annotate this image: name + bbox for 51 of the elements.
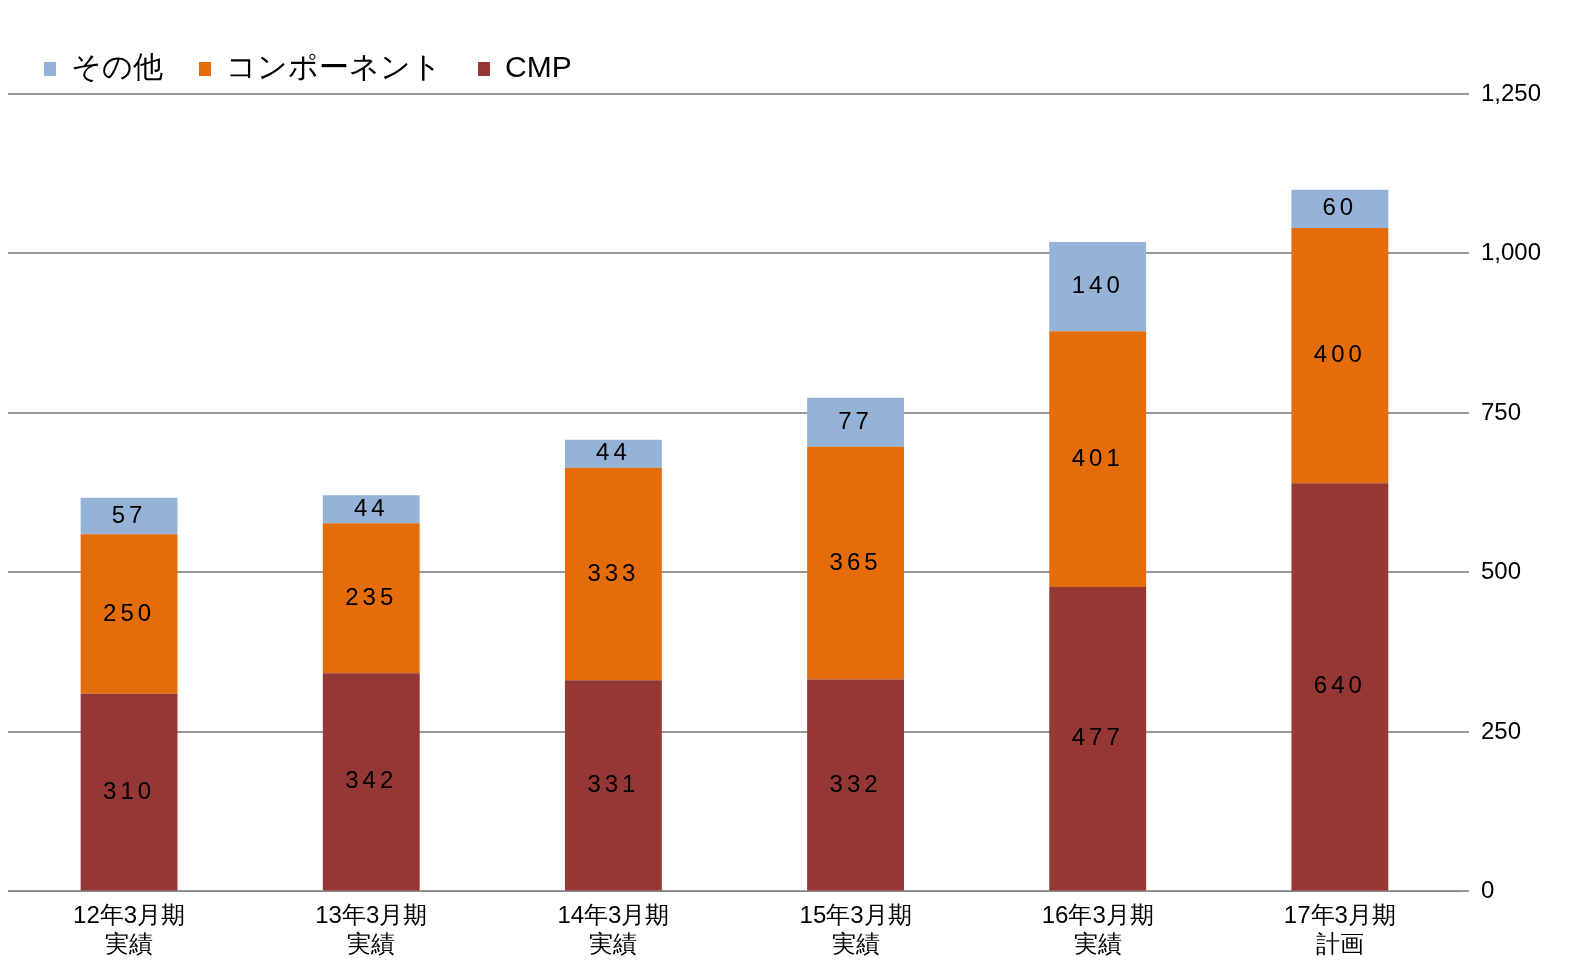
bar xyxy=(1049,587,1147,891)
bar xyxy=(807,679,904,891)
y-tick-label: 250 xyxy=(1480,716,1521,744)
bar xyxy=(322,495,420,524)
x-tick-label: 15年3月期実績 xyxy=(799,901,912,958)
bar xyxy=(322,523,420,674)
data-label: 401 xyxy=(1071,443,1124,471)
legend-label: コンポーネント xyxy=(226,50,442,84)
data-label: 332 xyxy=(829,769,882,797)
bar xyxy=(564,680,662,891)
bar xyxy=(564,467,662,681)
data-label: 400 xyxy=(1313,340,1366,368)
data-label: 365 xyxy=(829,547,882,575)
bar xyxy=(80,693,178,891)
data-label: 60 xyxy=(1322,193,1358,221)
legend-label: CMP xyxy=(505,50,572,84)
bar xyxy=(80,497,178,535)
bar xyxy=(807,446,904,680)
data-label: 44 xyxy=(596,438,631,466)
data-label: 140 xyxy=(1071,271,1124,299)
bar xyxy=(807,397,904,447)
data-label: 77 xyxy=(838,406,873,434)
data-label: 477 xyxy=(1071,723,1124,751)
legend-label: その他 xyxy=(71,50,163,84)
x-tick-label: 12年3月期実績 xyxy=(73,901,186,958)
bar xyxy=(1291,483,1389,891)
y-tick-label: 1,000 xyxy=(1480,238,1541,266)
data-label: 57 xyxy=(111,500,147,528)
bar xyxy=(1291,227,1389,484)
x-tick-label: 16年3月期実績 xyxy=(1041,901,1154,958)
data-label: 250 xyxy=(103,598,156,626)
data-label: 342 xyxy=(345,766,398,794)
x-tick-label: 14年3月期実績 xyxy=(557,901,670,958)
y-tick-label: 750 xyxy=(1480,397,1521,425)
data-label: 331 xyxy=(587,769,640,797)
data-label: 333 xyxy=(587,558,640,586)
data-label: 640 xyxy=(1313,671,1366,699)
x-tick-label: 17年3月期計画 xyxy=(1283,901,1396,958)
bar xyxy=(1291,189,1389,228)
bar xyxy=(322,673,420,891)
bar xyxy=(1049,331,1147,588)
bar xyxy=(80,534,178,694)
y-tick-label: 0 xyxy=(1480,876,1495,904)
bar xyxy=(1049,242,1147,332)
data-label: 310 xyxy=(103,776,156,804)
data-label: 235 xyxy=(345,582,398,610)
bar xyxy=(564,439,662,468)
x-tick-label: 13年3月期実績 xyxy=(315,901,428,958)
y-tick-label: 1,250 xyxy=(1480,78,1541,106)
data-label: 44 xyxy=(353,493,389,521)
y-tick-label: 500 xyxy=(1480,557,1521,585)
